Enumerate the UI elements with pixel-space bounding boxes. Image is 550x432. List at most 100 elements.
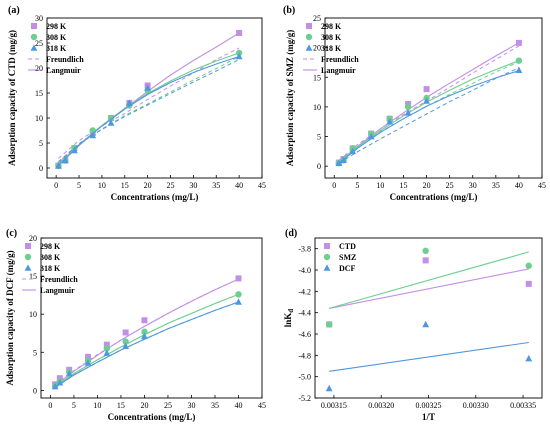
y-tick-label: 25 <box>35 39 43 48</box>
langmuir-fit-line <box>338 70 520 164</box>
linear-fit-line <box>329 268 529 309</box>
y-tick-label: 10 <box>35 114 43 123</box>
data-point <box>235 52 243 60</box>
data-point <box>335 159 343 166</box>
x-axis-label: Concentrations (mg/L) <box>390 192 478 202</box>
y-tick-label: -4.6 <box>298 330 311 339</box>
x-tick-label: 10 <box>98 181 106 190</box>
panel-c: (c) 0 5 10 15 20 25 30 35 40 45 0 5 10 15 20 Concentrati… <box>5 228 266 422</box>
data-point <box>236 30 243 36</box>
legend-marker <box>30 44 38 51</box>
legend-entry: CTD <box>339 242 356 251</box>
y-axis-label-subscript: d <box>287 309 295 313</box>
legend-marker <box>306 23 312 29</box>
x-tick-label: 10 <box>93 401 101 410</box>
langmuir-fit-line <box>54 278 239 387</box>
data-point <box>56 379 64 386</box>
y-tick-label: 5 <box>39 139 43 148</box>
data-point <box>55 162 62 169</box>
x-tick-label: 15 <box>121 181 129 190</box>
data-point <box>141 317 148 324</box>
y-axis-label: Adsorption capacity of CTD (mg/g) <box>7 30 17 166</box>
y-tick-label: 15 <box>29 272 37 281</box>
legend-entry-langmuir: Langmuir <box>46 66 81 75</box>
data-point <box>125 99 133 106</box>
x-tick-label: 0 <box>332 181 336 190</box>
data-point <box>103 341 110 348</box>
legend-entry: 308 K <box>321 33 342 42</box>
data-point <box>107 119 115 126</box>
x-tick-label: 20 <box>144 181 152 190</box>
freundlich-fit-line <box>338 61 520 162</box>
data-point <box>122 338 129 345</box>
data-point <box>235 275 242 282</box>
legend-entry-freundlich: Freundlich <box>321 55 359 64</box>
x-tick-label: 35 <box>492 181 500 190</box>
y-tick-label: 20 <box>35 64 43 73</box>
y-tick-label: -4.8 <box>298 351 311 360</box>
legend-entry-freundlich: Freundlich <box>46 55 84 64</box>
series-318-k <box>55 52 243 169</box>
y-tick-label: -4.4 <box>298 309 311 318</box>
data-point <box>386 118 394 125</box>
y-tick-label: -5.0 <box>298 373 311 382</box>
x-axis-label: 1/T <box>422 412 435 422</box>
linear-fit-line <box>329 251 529 309</box>
data-point <box>144 84 152 91</box>
panel-label: (b) <box>283 5 295 16</box>
x-tick-label: 30 <box>189 181 197 190</box>
legend: CTD SMZ DCF <box>323 242 356 273</box>
y-tick-label: -4.2 <box>298 287 311 296</box>
series-318-k <box>51 298 242 390</box>
x-tick-label: 45 <box>258 401 266 410</box>
x-tick-label: 40 <box>515 181 523 190</box>
data-point <box>235 298 242 305</box>
data-point <box>84 359 92 366</box>
legend-entry: 298 K <box>40 242 61 251</box>
y-tick-label: 0 <box>39 164 43 173</box>
freundlich-fit-line <box>338 67 520 164</box>
data-point <box>325 384 333 392</box>
legend: 298 K 308 K 318 K Freundlich Langmuir <box>28 22 84 75</box>
y-tick-label: 0 <box>317 162 321 171</box>
legend-marker <box>30 33 38 41</box>
panel-label: (d) <box>285 228 297 239</box>
y-tick-label: 20 <box>29 234 37 243</box>
legend-marker <box>324 243 330 249</box>
x-tick-label: 0.00325 <box>416 401 442 410</box>
data-point <box>525 354 533 362</box>
x-tick-label: 15 <box>399 181 407 190</box>
data-point <box>141 328 148 335</box>
langmuir-fit-line <box>54 301 239 388</box>
x-tick-label: 30 <box>187 401 195 410</box>
panel-label: (c) <box>6 228 17 239</box>
langmuir-fit-line <box>58 52 240 166</box>
data-point <box>122 329 129 336</box>
x-tick-label: 25 <box>446 181 454 190</box>
panel-label: (a) <box>8 5 20 16</box>
series-smz <box>325 247 532 328</box>
legend-entry: 298 K <box>321 22 342 31</box>
legend-marker <box>31 23 37 29</box>
y-tick-label: 15 <box>313 73 321 82</box>
x-tick-label: 0.00315 <box>321 401 347 410</box>
data-point <box>404 109 412 116</box>
data-point <box>235 291 242 298</box>
x-tick-label: 20 <box>423 181 431 190</box>
x-tick-label: 0 <box>48 401 52 410</box>
panel-b: (b) 0 5 10 15 20 25 30 35 40 45 0 5 10 15 20 25 Concentra… <box>283 5 546 202</box>
data-point <box>367 132 375 140</box>
data-point <box>103 349 111 356</box>
y-tick-label: 30 <box>35 14 43 23</box>
plot-frame <box>324 17 543 179</box>
data-point <box>85 353 92 360</box>
x-tick-label: 0.00330 <box>463 401 489 410</box>
x-tick-label: 15 <box>117 401 125 410</box>
series-308-k <box>51 291 242 390</box>
x-axis-label: Concentrations (mg/L) <box>111 192 199 202</box>
data-point <box>141 332 148 340</box>
legend-entry-langmuir: Langmuir <box>321 66 356 75</box>
data-point <box>122 342 130 349</box>
